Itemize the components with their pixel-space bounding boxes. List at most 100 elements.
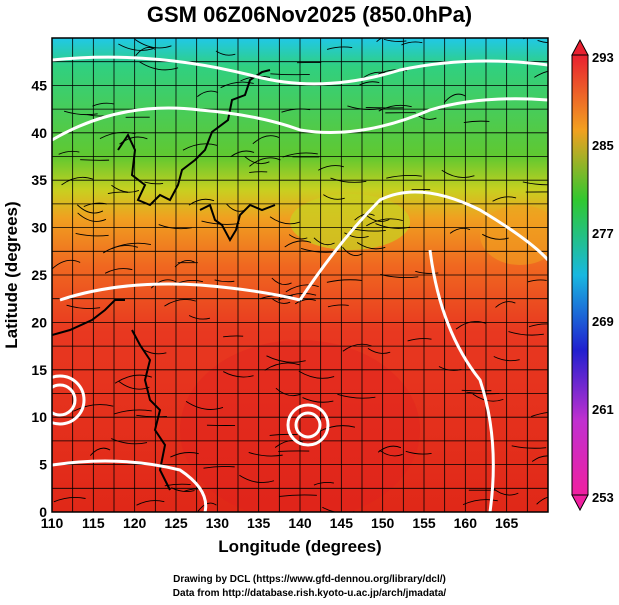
streamline bbox=[170, 452, 199, 458]
streamline bbox=[269, 216, 301, 225]
streamline bbox=[323, 194, 345, 200]
streamline bbox=[342, 343, 372, 352]
streamline bbox=[223, 335, 244, 338]
streamline bbox=[495, 301, 516, 308]
lon-tick-label: 160 bbox=[454, 515, 478, 531]
streamline bbox=[188, 198, 215, 206]
streamline bbox=[275, 387, 302, 397]
streamline bbox=[342, 246, 363, 257]
streamline bbox=[522, 181, 548, 186]
streamline bbox=[528, 323, 548, 328]
colorbar-tick-label: 293 bbox=[592, 50, 614, 65]
streamline bbox=[330, 177, 367, 183]
streamline bbox=[230, 150, 255, 158]
streamline bbox=[118, 43, 153, 51]
streamline bbox=[66, 304, 101, 310]
streamline bbox=[337, 393, 376, 399]
streamline bbox=[511, 445, 547, 449]
colorbar-tick-label: 269 bbox=[592, 314, 614, 329]
lat-tick-label: 45 bbox=[31, 77, 47, 93]
streamline bbox=[111, 184, 140, 193]
streamline bbox=[347, 105, 381, 110]
streamline bbox=[415, 270, 439, 274]
wind-streamlines bbox=[52, 38, 548, 512]
lat-tick-label: 35 bbox=[31, 172, 47, 188]
streamline bbox=[83, 202, 107, 207]
streamline bbox=[531, 455, 548, 462]
streamline bbox=[318, 165, 344, 171]
streamline bbox=[278, 450, 310, 452]
streamline bbox=[104, 268, 133, 274]
streamline bbox=[248, 452, 283, 457]
streamline bbox=[53, 496, 86, 503]
streamline bbox=[249, 171, 268, 173]
streamline bbox=[150, 279, 177, 289]
streamline bbox=[139, 61, 179, 71]
streamline bbox=[220, 81, 254, 89]
lon-tick-label: 120 bbox=[123, 515, 147, 531]
y-axis-label: Latitude (degrees) bbox=[2, 201, 21, 349]
streamline bbox=[375, 223, 411, 229]
streamline bbox=[136, 500, 165, 506]
lat-tick-labels: 0 5 10 15 20 25 30 35 40 45 bbox=[31, 77, 47, 520]
streamline bbox=[441, 169, 475, 178]
lat-tick-label: 20 bbox=[31, 314, 47, 330]
lat-tick-label: 0 bbox=[39, 504, 47, 520]
streamline bbox=[278, 293, 317, 301]
streamline bbox=[472, 393, 504, 402]
contours bbox=[52, 55, 548, 512]
streamline bbox=[134, 39, 172, 49]
colorbar-tick-label: 261 bbox=[592, 402, 614, 417]
streamline bbox=[313, 237, 335, 246]
streamline bbox=[281, 108, 311, 113]
colorbar-tick-label: 277 bbox=[592, 226, 614, 241]
streamline bbox=[182, 143, 218, 151]
streamline bbox=[113, 409, 152, 415]
lat-tick-label: 30 bbox=[31, 220, 47, 236]
streamline bbox=[534, 70, 548, 78]
streamline bbox=[119, 136, 148, 145]
streamline bbox=[270, 73, 310, 76]
streamline bbox=[376, 38, 383, 42]
streamline bbox=[322, 506, 355, 512]
streamline bbox=[295, 298, 316, 305]
streamline bbox=[366, 218, 403, 227]
coastline bbox=[52, 69, 276, 491]
credit-line-2: Data from http://database.rish.kyoto-u.a… bbox=[172, 588, 447, 599]
streamline bbox=[282, 152, 318, 158]
streamline bbox=[380, 274, 419, 278]
streamline bbox=[313, 482, 334, 486]
streamline bbox=[239, 474, 275, 484]
streamline bbox=[530, 412, 548, 418]
streamline bbox=[114, 374, 152, 384]
streamline bbox=[284, 240, 312, 248]
streamline bbox=[197, 90, 219, 97]
streamline bbox=[266, 355, 306, 363]
streamline bbox=[89, 447, 111, 456]
streamline bbox=[302, 397, 334, 403]
streamline bbox=[111, 438, 148, 445]
streamline bbox=[356, 242, 386, 250]
colorbar-tick-label: 285 bbox=[592, 138, 614, 153]
lat-tick-label: 25 bbox=[31, 267, 47, 283]
streamline bbox=[327, 304, 349, 308]
lon-tick-label: 115 bbox=[82, 515, 105, 531]
streamline bbox=[359, 81, 380, 86]
streamline bbox=[274, 439, 304, 448]
streamline bbox=[482, 233, 509, 240]
streamline bbox=[344, 232, 369, 239]
streamline bbox=[99, 131, 136, 140]
lat-tick-label: 5 bbox=[39, 457, 47, 473]
colorbar-tick-label: 253 bbox=[592, 490, 614, 505]
streamline bbox=[164, 299, 197, 307]
streamline bbox=[386, 175, 422, 179]
colorbar-tick-labels: 293 285 277 269 261 253 bbox=[592, 50, 614, 505]
streamline bbox=[80, 159, 110, 161]
streamline bbox=[508, 331, 544, 336]
streamline bbox=[326, 279, 362, 283]
streamline bbox=[102, 245, 139, 254]
streamline bbox=[449, 227, 471, 234]
lon-tick-label: 145 bbox=[330, 515, 354, 531]
plot-frame bbox=[51, 37, 549, 513]
streamline bbox=[135, 47, 156, 57]
